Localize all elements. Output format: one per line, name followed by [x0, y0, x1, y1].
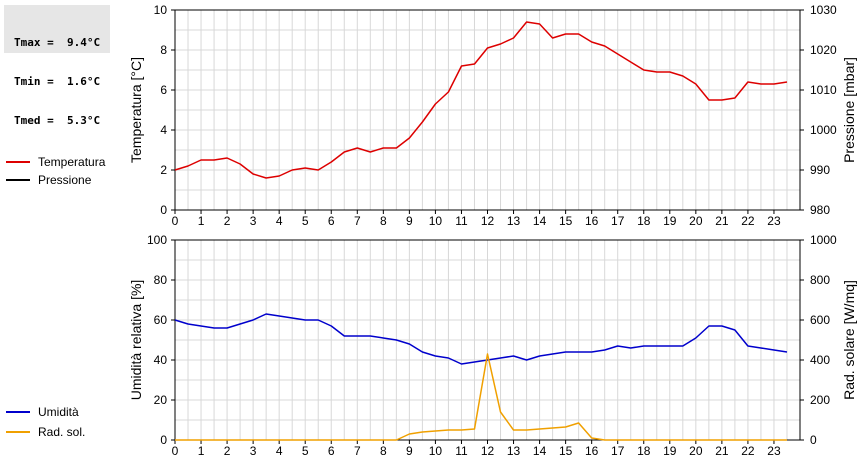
legend-swatch-umidita — [6, 411, 30, 413]
legend-swatch-pressione — [6, 179, 30, 181]
y-tick-label: 2 — [160, 163, 167, 177]
y2-tick-label: 800 — [810, 273, 830, 287]
series-line-rad-sol — [175, 353, 787, 441]
tmin-stat: Tmin = 1.6°C — [14, 75, 101, 88]
x-tick-label: 20 — [689, 444, 703, 458]
x-tick-label: 3 — [250, 214, 257, 228]
x-tick-label: 9 — [406, 444, 413, 458]
legend-label-temperatura: Temperatura — [38, 155, 106, 169]
x-tick-label: 20 — [689, 214, 703, 228]
x-tick-label: 5 — [302, 444, 309, 458]
y2-tick-label: 600 — [810, 313, 830, 327]
x-tick-label: 2 — [224, 444, 231, 458]
series-line-umidit — [174, 313, 788, 365]
x-tick-label: 15 — [559, 214, 573, 228]
y-tick-label: 0 — [160, 433, 167, 447]
x-tick-label: 12 — [481, 444, 495, 458]
x-tick-label: 4 — [276, 214, 283, 228]
x-tick-label: 16 — [585, 214, 599, 228]
x-tick-label: 10 — [429, 214, 443, 228]
x-tick-label: 19 — [663, 214, 677, 228]
x-tick-label: 2 — [224, 214, 231, 228]
y-tick-label: 20 — [154, 393, 168, 407]
legend-item-rad-sol: Rad. sol. — [6, 423, 85, 441]
y2-tick-label: 0 — [810, 433, 817, 447]
y2-axis-label: Rad. solare [W/mq] — [841, 280, 857, 400]
x-tick-label: 21 — [715, 444, 729, 458]
x-tick-label: 3 — [250, 444, 257, 458]
x-tick-label: 14 — [533, 214, 547, 228]
x-tick-label: 6 — [328, 214, 335, 228]
x-tick-label: 21 — [715, 214, 729, 228]
x-tick-label: 22 — [741, 214, 755, 228]
x-tick-label: 11 — [455, 444, 468, 458]
x-tick-label: 10 — [429, 444, 443, 458]
y-tick-label: 100 — [147, 233, 167, 247]
y-tick-label: 8 — [160, 43, 167, 57]
legend-label-umidita: Umidità — [38, 405, 79, 419]
x-tick-label: 15 — [559, 444, 573, 458]
x-tick-label: 18 — [637, 214, 651, 228]
y2-tick-label: 1030 — [810, 3, 837, 17]
y2-tick-label: 1010 — [810, 83, 837, 97]
x-tick-label: 7 — [354, 214, 361, 228]
x-tick-label: 13 — [507, 444, 521, 458]
y-axis-label: Temperatura [°C] — [128, 57, 144, 163]
y-tick-label: 40 — [154, 353, 168, 367]
y2-tick-label: 1000 — [810, 233, 837, 247]
legend-label-rad-sol: Rad. sol. — [38, 425, 86, 439]
x-tick-label: 0 — [172, 214, 179, 228]
series-line-temperatura — [174, 21, 788, 179]
y2-tick-label: 990 — [810, 163, 830, 177]
y-tick-label: 4 — [160, 123, 167, 137]
legend-swatch-rad-sol — [6, 431, 30, 433]
x-tick-label: 11 — [455, 214, 468, 228]
x-tick-label: 12 — [481, 214, 495, 228]
x-tick-label: 13 — [507, 214, 521, 228]
x-tick-label: 5 — [302, 214, 309, 228]
y2-tick-label: 980 — [810, 203, 830, 217]
legend-item-pressione: Pressione — [6, 171, 105, 189]
y2-tick-label: 400 — [810, 353, 830, 367]
x-tick-label: 9 — [406, 214, 413, 228]
x-tick-label: 8 — [380, 444, 387, 458]
y-axis-label: Umidità relativa [%] — [128, 280, 144, 401]
legend-label-pressione: Pressione — [38, 173, 92, 187]
x-tick-label: 8 — [380, 214, 387, 228]
stats-box: Tmax = 9.4°C Tmin = 1.6°C Tmed = 5.3°C — [4, 5, 110, 127]
y-tick-label: 60 — [154, 313, 168, 327]
x-tick-label: 6 — [328, 444, 335, 458]
legend-swatch-temperatura — [6, 161, 30, 163]
y2-tick-label: 1020 — [810, 43, 837, 57]
x-tick-label: 16 — [585, 444, 599, 458]
y-tick-label: 80 — [154, 273, 168, 287]
legend-item-umidita: Umidità — [6, 403, 79, 421]
x-tick-label: 17 — [611, 214, 625, 228]
x-tick-label: 23 — [767, 214, 781, 228]
y-tick-label: 0 — [160, 203, 167, 217]
y-tick-label: 10 — [154, 3, 168, 17]
y-tick-label: 6 — [160, 83, 167, 97]
tmax-stat: Tmax = 9.4°C — [14, 36, 101, 49]
x-tick-label: 7 — [354, 444, 361, 458]
x-tick-label: 4 — [276, 444, 283, 458]
chart-panel-1: 0 1 2 3 4 5 6 7 8 9 10 11 12 13 14 15 16 17 18 19 20 21 22 2302… — [128, 3, 857, 228]
x-tick-label: 0 — [172, 444, 179, 458]
x-tick-label: 14 — [533, 444, 547, 458]
x-tick-label: 23 — [767, 444, 781, 458]
chart-panel-2: 0 1 2 3 4 5 6 7 8 9 10 11 12 13 14 15 16 17 18 19 20 21 22 2302… — [128, 233, 857, 458]
x-tick-label: 1 — [198, 214, 205, 228]
tmed-stat: Tmed = 5.3°C — [14, 114, 101, 127]
y2-tick-label: 1000 — [810, 123, 837, 137]
y2-tick-label: 200 — [810, 393, 830, 407]
x-tick-label: 1 — [198, 444, 205, 458]
x-tick-label: 17 — [611, 444, 625, 458]
top-chart-legend: Temperatura Pressione — [6, 153, 105, 189]
x-tick-label: 19 — [663, 444, 677, 458]
y2-axis-label: Pressione [mbar] — [841, 57, 857, 163]
x-tick-label: 22 — [741, 444, 755, 458]
x-tick-label: 18 — [637, 444, 651, 458]
legend-item-temperatura: Temperatura — [6, 153, 105, 171]
